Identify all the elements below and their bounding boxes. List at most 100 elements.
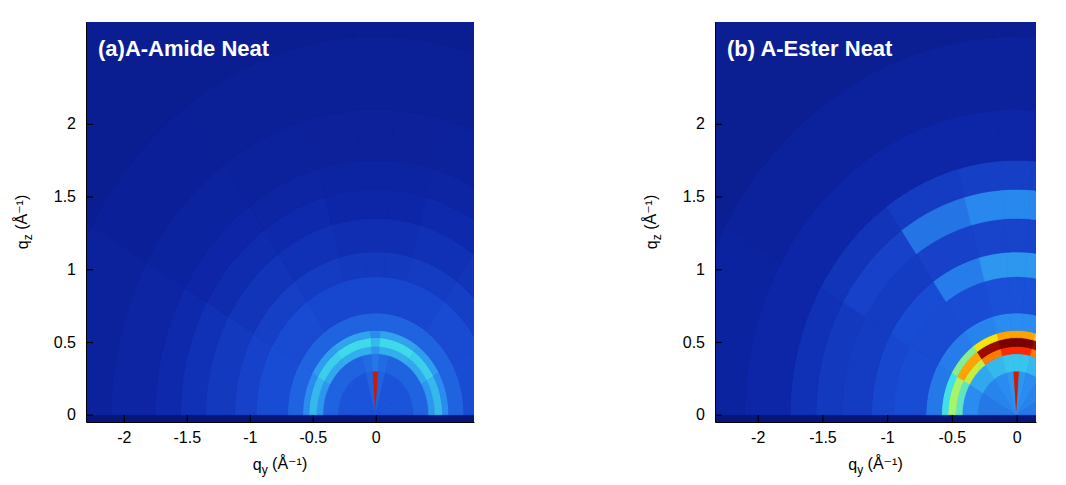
heatmap-cell <box>291 37 357 119</box>
heatmap-cell <box>461 22 474 105</box>
plot-area <box>715 22 1036 422</box>
heatmap-cell <box>307 110 360 169</box>
x-tick: -1 <box>881 415 895 446</box>
y-tick-label: 2 <box>696 115 705 132</box>
heatmap-cell <box>339 252 367 281</box>
heatmap-cell <box>353 313 371 333</box>
x-tick: -2 <box>751 415 765 446</box>
y-tick-label: 1 <box>696 261 705 278</box>
heatmap-cell <box>371 330 381 337</box>
heatmap-cell <box>984 22 1036 37</box>
x-tick-label: -1.5 <box>809 429 837 446</box>
heatmap-cell <box>366 252 386 277</box>
heatmap-cell <box>1003 189 1031 219</box>
x-tick: -1.5 <box>173 415 201 446</box>
heatmap-cell <box>993 37 1036 110</box>
heatmap-cell <box>929 37 997 119</box>
y-tick: 1 <box>696 261 722 278</box>
heatmap-cell <box>357 109 394 161</box>
heatmap-cell <box>362 189 389 219</box>
heatmap-cell <box>993 313 1011 333</box>
x-tick-mark <box>1016 415 1017 422</box>
x-tick-label: -1 <box>243 429 257 446</box>
x-tick-label: -0.5 <box>939 429 967 446</box>
heatmap-cell <box>979 252 1008 281</box>
y-tick-label: 0.5 <box>54 334 76 351</box>
heatmap-cell <box>1036 37 1037 119</box>
x-tick-label: -1.5 <box>173 429 201 446</box>
x-tick-mark <box>250 415 251 422</box>
heatmap-cell <box>1010 313 1023 331</box>
heatmap-cell <box>364 218 388 252</box>
y-tick-label: 1 <box>67 261 76 278</box>
x-tick-label: -0.5 <box>299 429 327 446</box>
heatmap-cell <box>353 37 399 110</box>
x-tick-mark <box>187 415 188 422</box>
heatmap-cell <box>1027 356 1036 379</box>
y-tick-label: 2 <box>67 115 76 132</box>
panel-title: (b) A-Ester Neat <box>727 36 893 61</box>
y-tick-mark <box>715 196 722 197</box>
heatmap-cell <box>345 277 370 316</box>
heatmap-cell <box>258 22 353 49</box>
x-axis-line <box>87 422 475 423</box>
x-axis-title: qy (Å⁻¹) <box>848 454 902 477</box>
y-axis-line <box>86 23 87 423</box>
heatmap-cell <box>371 338 380 347</box>
x-tick: -2 <box>117 415 131 446</box>
y-tick-mark <box>715 124 722 125</box>
heatmap-cell <box>1011 330 1021 337</box>
panel-title: (a)A-Amide Neat <box>98 36 270 61</box>
x-tick: 0 <box>372 415 381 446</box>
heatmap-cell <box>1001 160 1033 190</box>
heatmap-cell <box>444 49 474 164</box>
x-tick-mark <box>376 415 377 422</box>
y-tick-mark <box>715 269 722 270</box>
heatmap-cell <box>1027 219 1036 258</box>
heatmap-cell <box>452 346 474 415</box>
x-tick-mark <box>822 415 823 422</box>
x-tick-mark <box>758 415 759 422</box>
x-tick-label: 0 <box>372 429 381 446</box>
heatmap-cell <box>344 22 407 37</box>
heatmap-cell <box>985 277 1011 316</box>
heatmap-cell <box>1022 313 1036 333</box>
y-tick: 0.5 <box>683 334 722 351</box>
y-tick-mark <box>86 196 93 197</box>
heatmap-cell <box>1003 354 1014 373</box>
y-axis-title: qz (Å⁻¹) <box>12 195 35 249</box>
heatmap-cell <box>1017 393 1036 415</box>
y-axis-line <box>715 23 716 423</box>
y-tick: 0 <box>67 406 93 423</box>
heatmap-cell <box>1004 218 1028 252</box>
y-tick: 2 <box>67 115 93 132</box>
x-tick-label: -2 <box>117 429 131 446</box>
y-tick-mark <box>86 124 93 125</box>
y-tick-label: 0.5 <box>683 334 705 351</box>
y-tick-label: 1.5 <box>54 188 76 205</box>
y-tick-mark <box>86 415 93 416</box>
x-tick-mark <box>887 415 888 422</box>
y-tick: 1 <box>67 261 93 278</box>
heatmap-cell <box>749 22 929 105</box>
heatmap-cell <box>370 313 382 331</box>
heatmap-cell <box>998 109 1036 161</box>
y-tick: 1.5 <box>54 188 93 205</box>
heatmap-cell <box>457 254 474 333</box>
heatmap-cell <box>332 219 366 258</box>
x-tick: -1 <box>243 415 257 446</box>
heatmap-cell <box>1006 252 1026 277</box>
heatmap-cell <box>360 160 391 190</box>
x-tick-label: 0 <box>1013 429 1022 446</box>
heatmap-cell <box>376 393 414 415</box>
x-tick-label: -2 <box>751 429 765 446</box>
panel: -2-1.5-1-0.5000.511.52qy (Å⁻¹)qz (Å⁻¹)(a… <box>0 0 829 477</box>
y-tick-label: 0 <box>696 406 705 423</box>
heatmap-cell <box>1008 277 1025 314</box>
y-tick: 1.5 <box>683 188 722 205</box>
y-tick-label: 1.5 <box>683 188 705 205</box>
x-tick-mark <box>313 415 314 422</box>
heatmap-cell <box>1023 277 1036 316</box>
heatmap-cell <box>896 22 993 49</box>
y-tick: 2 <box>696 115 722 132</box>
